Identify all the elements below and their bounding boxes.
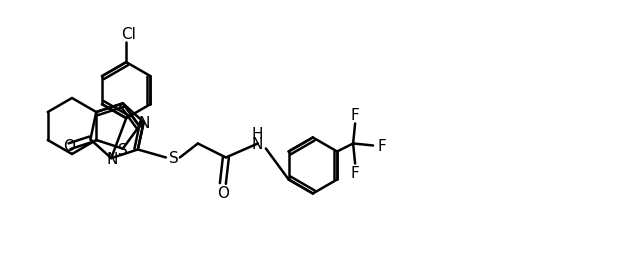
Text: O: O: [217, 185, 229, 200]
Text: N: N: [251, 136, 262, 151]
Text: F: F: [351, 165, 360, 180]
Text: H: H: [251, 126, 262, 141]
Text: Cl: Cl: [121, 26, 136, 41]
Text: F: F: [351, 107, 360, 122]
Text: F: F: [378, 138, 387, 153]
Text: O: O: [63, 138, 76, 153]
Text: N: N: [106, 151, 118, 166]
Text: S: S: [118, 142, 128, 157]
Text: N: N: [139, 115, 150, 130]
Text: S: S: [169, 150, 179, 165]
